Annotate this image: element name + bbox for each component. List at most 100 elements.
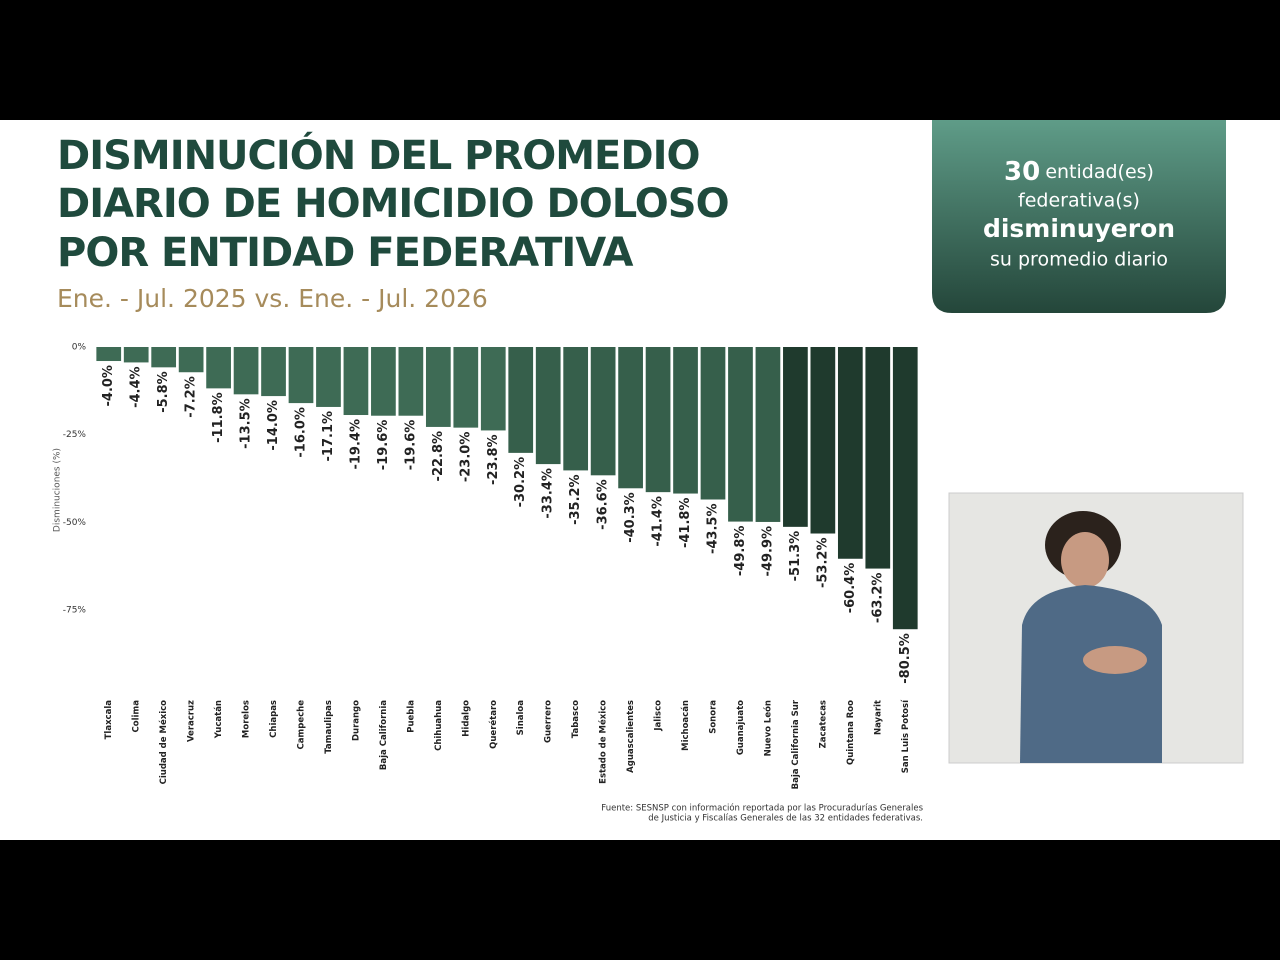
value-label: -19.4% <box>348 419 363 470</box>
bar <box>837 347 863 559</box>
value-label: -41.4% <box>651 496 666 547</box>
x-tick-label: Guerrero <box>544 700 554 743</box>
value-label: -35.2% <box>568 474 583 525</box>
chart-title: POR ENTIDAD FEDERATIVA <box>57 230 634 276</box>
x-tick-label: Campeche <box>297 700 307 750</box>
bar <box>371 347 396 416</box>
x-tick-label: Colima <box>132 700 142 733</box>
source-note: Fuente: SESNSP con información reportada… <box>601 803 923 814</box>
value-label: -53.2% <box>815 538 830 589</box>
chart-subtitle: Ene. - Jul. 2025 vs. Ene. - Jul. 2026 <box>57 284 488 313</box>
value-label: -19.6% <box>376 420 391 471</box>
value-label: -4.0% <box>101 365 116 406</box>
value-label: -16.0% <box>294 407 309 458</box>
value-label: -23.0% <box>458 432 473 483</box>
x-tick-label: San Luis Potosí <box>901 699 911 773</box>
source-note: de Justicia y Fiscalías Generales de las… <box>648 814 923 824</box>
value-label: -36.6% <box>596 479 611 530</box>
x-tick-label: Veracruz <box>187 700 197 742</box>
callout-box <box>932 120 1226 313</box>
bar <box>206 347 231 389</box>
bar <box>700 347 726 500</box>
x-tick-label: Estado de México <box>598 700 609 784</box>
x-tick-label: Querétaro <box>488 700 499 749</box>
x-tick-label: Ciudad de México <box>158 700 169 785</box>
value-label: -11.8% <box>211 392 226 443</box>
x-tick-label: Sinaloa <box>516 700 526 736</box>
x-tick-label: Tamaulipas <box>324 700 334 754</box>
y-axis-label: Disminuciones (%) <box>53 448 63 532</box>
bar <box>810 347 836 534</box>
y-tick-label: 0% <box>72 343 87 353</box>
x-tick-label: Durango <box>351 700 361 741</box>
bar <box>288 347 314 404</box>
value-label: -80.5% <box>898 633 913 684</box>
value-label: -49.9% <box>760 526 775 577</box>
value-label: -19.6% <box>403 420 418 471</box>
bar <box>508 347 534 453</box>
x-tick-label: Nuevo León <box>762 700 773 756</box>
value-label: -60.4% <box>843 563 858 614</box>
x-tick-label: Tabasco <box>571 700 581 738</box>
x-tick-label: Aguascalientes <box>626 700 636 773</box>
bar <box>178 347 204 373</box>
bar <box>480 347 506 431</box>
x-tick-label: Zacatecas <box>818 700 828 748</box>
value-label: -63.2% <box>870 573 885 624</box>
x-tick-label: Baja California <box>379 700 389 770</box>
value-label: -5.8% <box>156 371 171 412</box>
x-tick-label: Sonora <box>709 700 719 734</box>
bar <box>316 347 341 407</box>
x-tick-label: Yucatán <box>214 700 224 739</box>
x-tick-label: Tlaxcala <box>104 700 114 740</box>
bar <box>645 347 671 493</box>
bar <box>96 347 122 362</box>
x-tick-label: Quintana Roo <box>846 700 856 765</box>
x-tick-label: Puebla <box>406 700 416 733</box>
callout-text: federativa(s) <box>1018 190 1140 212</box>
y-tick-label: -50% <box>63 518 87 528</box>
callout-text: disminuyeron <box>983 214 1175 243</box>
value-label: -30.2% <box>513 457 528 508</box>
x-tick-label: Hidalgo <box>461 700 471 737</box>
x-tick-label: Morelos <box>242 700 252 738</box>
value-label: -14.0% <box>266 400 281 451</box>
value-label: -13.5% <box>239 398 254 449</box>
bar <box>590 347 616 476</box>
value-label: -49.8% <box>733 526 748 577</box>
bar <box>398 347 424 416</box>
bar <box>892 347 918 630</box>
bar <box>673 347 698 494</box>
value-label: -43.5% <box>706 504 721 554</box>
chart-title: DISMINUCIÓN DEL PROMEDIO <box>57 131 699 179</box>
chart-title: DIARIO DE HOMICIDIO DOLOSO <box>57 181 729 227</box>
bar <box>728 347 753 522</box>
bar <box>123 347 149 363</box>
bar <box>233 347 259 395</box>
bar <box>783 347 808 527</box>
y-tick-label: -25% <box>63 430 87 440</box>
bar <box>618 347 643 489</box>
value-label: -7.2% <box>184 376 199 417</box>
value-label: -4.4% <box>129 366 144 407</box>
value-label: -40.3% <box>623 492 638 543</box>
bar <box>425 347 451 427</box>
callout-text: su promedio diario <box>990 249 1168 271</box>
value-label: -17.1% <box>321 411 336 462</box>
interpreter-video <box>948 492 1244 764</box>
bar <box>151 347 177 368</box>
x-tick-label: Chihuahua <box>434 700 444 751</box>
x-tick-label: Chiapas <box>269 700 279 738</box>
bar <box>343 347 369 416</box>
value-label: -22.8% <box>431 431 446 482</box>
x-tick-label: Jalisco <box>654 700 664 732</box>
bar <box>755 347 781 522</box>
value-label: -41.8% <box>678 498 693 549</box>
bar <box>453 347 479 428</box>
x-tick-label: Guanajuato <box>736 700 746 755</box>
value-label: -51.3% <box>788 531 803 582</box>
bar <box>563 347 589 471</box>
callout-text: 30 entidad(es) <box>1004 157 1154 187</box>
